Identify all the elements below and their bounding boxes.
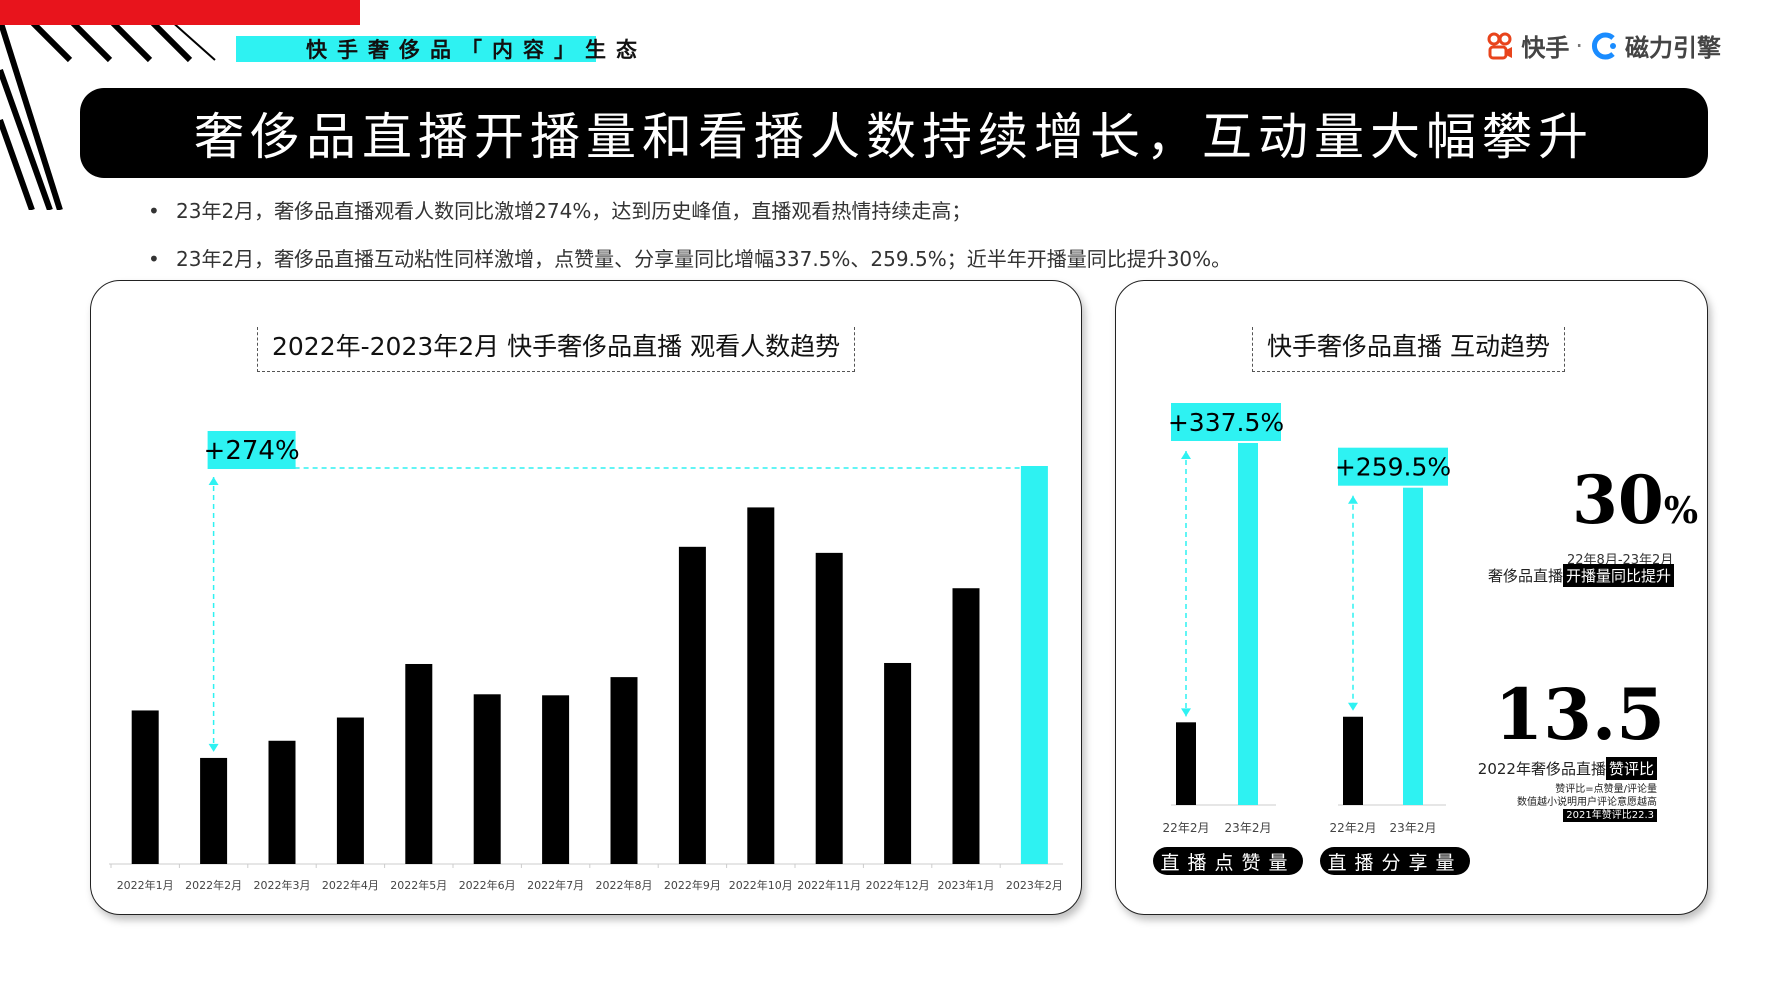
interaction-x-label: 22年2月 [1163, 821, 1210, 835]
ratio-desc-highlight: 赞评比 [1605, 757, 1657, 780]
growth-label: +274% [204, 436, 300, 466]
viewers-chart-title: 2022年-2023年2月 快手奢侈品直播 观看人数趋势 [257, 327, 856, 372]
interaction-x-label: 23年2月 [1225, 821, 1272, 835]
like-comment-ratio-stat: 13.5 [1494, 673, 1666, 756]
arrow-head-down [208, 743, 219, 752]
interaction-chart-title: 快手奢侈品直播 互动趋势 [1252, 327, 1565, 372]
category-highlight [236, 36, 596, 62]
viewers-bar-chart: 2022年1月 2022年2月 2022年3月 2022年4月 2022年5月 2022年… [109, 431, 1063, 892]
cili-engine-logo-icon [1592, 32, 1616, 59]
bullet-item: 23年2月，奢侈品直播互动粘性同样激增，点赞量、分享量同比增幅337.5%、25… [148, 244, 1231, 292]
kuaishou-logo-text: 快手 [1521, 34, 1570, 62]
arrow-head-up [1181, 451, 1191, 459]
bar-9 [747, 507, 775, 864]
interaction-bar-1-1 [1403, 487, 1423, 805]
arrow-head-up [208, 477, 219, 485]
ratio-note-meaning: 数值越小说明用户评论意愿越高 [1517, 797, 1657, 808]
title-banner: 奢侈品直播开播量和看播人数持续增长，互动量大幅攀升 [80, 88, 1708, 178]
bar-7 [610, 677, 638, 864]
cili-engine-logo-text: 磁力引擎 [1625, 34, 1721, 62]
bar-0 [131, 710, 159, 864]
x-tick-label: 2022年7月 [527, 878, 584, 892]
interaction-growth-label: +337.5% [1168, 408, 1284, 437]
open-rate-value: 30 [1572, 461, 1664, 539]
open-rate-stat: 30% [1572, 461, 1698, 539]
bar-3 [336, 717, 364, 864]
red-accent-bar [0, 0, 360, 25]
interaction-x-label: 23年2月 [1390, 821, 1437, 835]
x-tick-label: 2022年5月 [390, 878, 447, 892]
arrow-head-down [1181, 708, 1191, 717]
viewers-trend-card: 2022年-2023年2月 快手奢侈品直播 观看人数趋势 2022年1月 2022… [90, 280, 1082, 915]
open-rate-desc-highlight: 开播量同比提升 [1562, 564, 1674, 587]
bar-6 [542, 695, 570, 864]
x-tick-label: 2022年1月 [117, 878, 174, 892]
ratio-note-2021: 2021年赞评比22.3 [1563, 809, 1657, 822]
bar-1 [200, 757, 228, 864]
interaction-growth-label: +259.5% [1335, 453, 1451, 482]
summary-bullets: 23年2月，奢侈品直播观看人数同比激增274%，达到历史峰值，直播观看热情持续走… [148, 196, 1231, 292]
x-tick-label: 2023年1月 [938, 878, 995, 892]
interaction-bar-0-0 [1176, 722, 1196, 805]
x-tick-label: 2022年11月 [797, 878, 861, 892]
shares-group-label: 直播分享量 [1320, 847, 1470, 875]
bar-11 [884, 662, 912, 864]
bar-2 [268, 740, 296, 864]
bar-4 [405, 663, 433, 864]
likes-group-label: 直播点赞量 [1153, 847, 1303, 875]
interaction-growth-badge [1338, 447, 1448, 486]
interaction-bar-0-1 [1238, 443, 1258, 805]
bar-8 [678, 546, 706, 864]
ratio-description: 2022年奢侈品直播 赞评比 [1478, 757, 1657, 780]
x-tick-label: 2022年12月 [866, 878, 930, 892]
bar-12 [952, 588, 980, 864]
interaction-bar-chart: 22年2月 23年2月 +337.5% 22年2月 23年2月 +259.5% [1163, 403, 1451, 835]
x-tick-label: 2022年10月 [729, 878, 793, 892]
brand-logo: 快手 · 磁力引擎 [1485, 28, 1721, 63]
arrow-head-up [1348, 495, 1358, 504]
bar-10 [815, 552, 843, 864]
open-rate-description: 奢侈品直播 开播量同比提升 [1488, 564, 1674, 587]
x-tick-label: 2022年6月 [459, 878, 516, 892]
interaction-x-label: 22年2月 [1330, 821, 1377, 835]
x-tick-label: 2022年9月 [664, 878, 721, 892]
interaction-trend-card: 快手奢侈品直播 互动趋势 22年2月 23年2月 +337.5% 22年2月 23年2月… [1115, 280, 1708, 915]
page-title: 奢侈品直播开播量和看播人数持续增长，互动量大幅攀升 [194, 108, 1594, 166]
ratio-note-definition: 赞评比=点赞量/评论量 [1555, 784, 1657, 795]
x-tick-label: 2022年8月 [596, 878, 653, 892]
x-tick-label: 2023年2月 [1006, 878, 1063, 892]
open-rate-desc-prefix: 奢侈品直播 [1487, 567, 1563, 585]
interaction-bar-1-0 [1343, 716, 1363, 805]
x-tick-label: 2022年4月 [322, 878, 379, 892]
growth-badge [207, 431, 296, 469]
bar-13 [1020, 466, 1048, 864]
category-label: 快手奢侈品「内容」生态 [306, 38, 647, 62]
interaction-growth-badge [1171, 403, 1281, 441]
x-tick-label: 2022年3月 [254, 878, 311, 892]
bullet-item: 23年2月，奢侈品直播观看人数同比激增274%，达到历史峰值，直播观看热情持续走… [148, 196, 1231, 244]
arrow-head-down [1348, 702, 1358, 711]
x-tick-label: 2022年2月 [185, 878, 242, 892]
kuaishou-logo-icon [1487, 32, 1513, 59]
ratio-desc-prefix: 2022年奢侈品直播 [1477, 760, 1606, 778]
bar-5 [473, 694, 501, 864]
open-rate-unit: % [1663, 490, 1699, 532]
logo-separator: · [1575, 31, 1583, 60]
